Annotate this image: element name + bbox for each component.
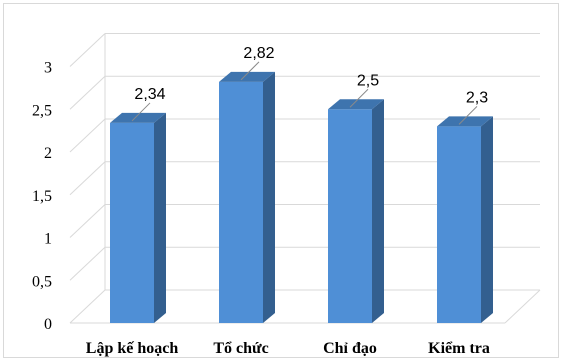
y-tick-label: 0,5	[32, 273, 52, 290]
bar-side	[372, 99, 384, 323]
bar	[219, 81, 263, 323]
x-tick-label: Tổ chức	[213, 340, 268, 357]
gridline-diagonal	[69, 75, 106, 110]
data-label: 2,5	[357, 72, 379, 89]
bar-top	[110, 112, 166, 123]
bar-top	[328, 99, 384, 110]
bar-top	[437, 116, 493, 127]
x-tick-label: Chỉ đạo	[323, 340, 377, 357]
gridline-diagonal	[69, 33, 106, 67]
gridline-diagonal	[69, 289, 106, 324]
gridline-diagonal	[69, 161, 106, 196]
bar	[328, 109, 372, 323]
x-tick-label: Lập kế hoạch	[86, 340, 179, 357]
data-label-leader	[458, 105, 478, 125]
floor-right-edge	[504, 289, 541, 324]
bar-top	[219, 71, 275, 82]
x-tick-label: Kiểm tra	[428, 340, 490, 357]
y-tick-label: 2	[44, 145, 52, 162]
gridline-diagonal	[69, 204, 106, 238]
data-label: 2,82	[243, 45, 274, 62]
data-label: 2,3	[466, 89, 488, 106]
y-tick-label: 2,5	[32, 102, 52, 119]
data-label-leader	[240, 61, 260, 81]
bar	[110, 122, 154, 324]
y-tick-label: 3	[44, 60, 52, 77]
gridline-diagonal	[69, 246, 106, 281]
data-label-leader	[131, 102, 151, 122]
bar	[437, 126, 481, 323]
y-tick-label: 1	[44, 231, 52, 248]
bar-side	[263, 71, 275, 323]
bar-side	[154, 112, 166, 324]
bar-side	[481, 116, 493, 323]
y-tick-label: 0	[44, 316, 52, 333]
data-label: 2,34	[134, 86, 165, 103]
data-label-leader	[349, 88, 369, 108]
y-tick-label: 1,5	[32, 188, 52, 205]
gridline-diagonal	[69, 118, 106, 153]
